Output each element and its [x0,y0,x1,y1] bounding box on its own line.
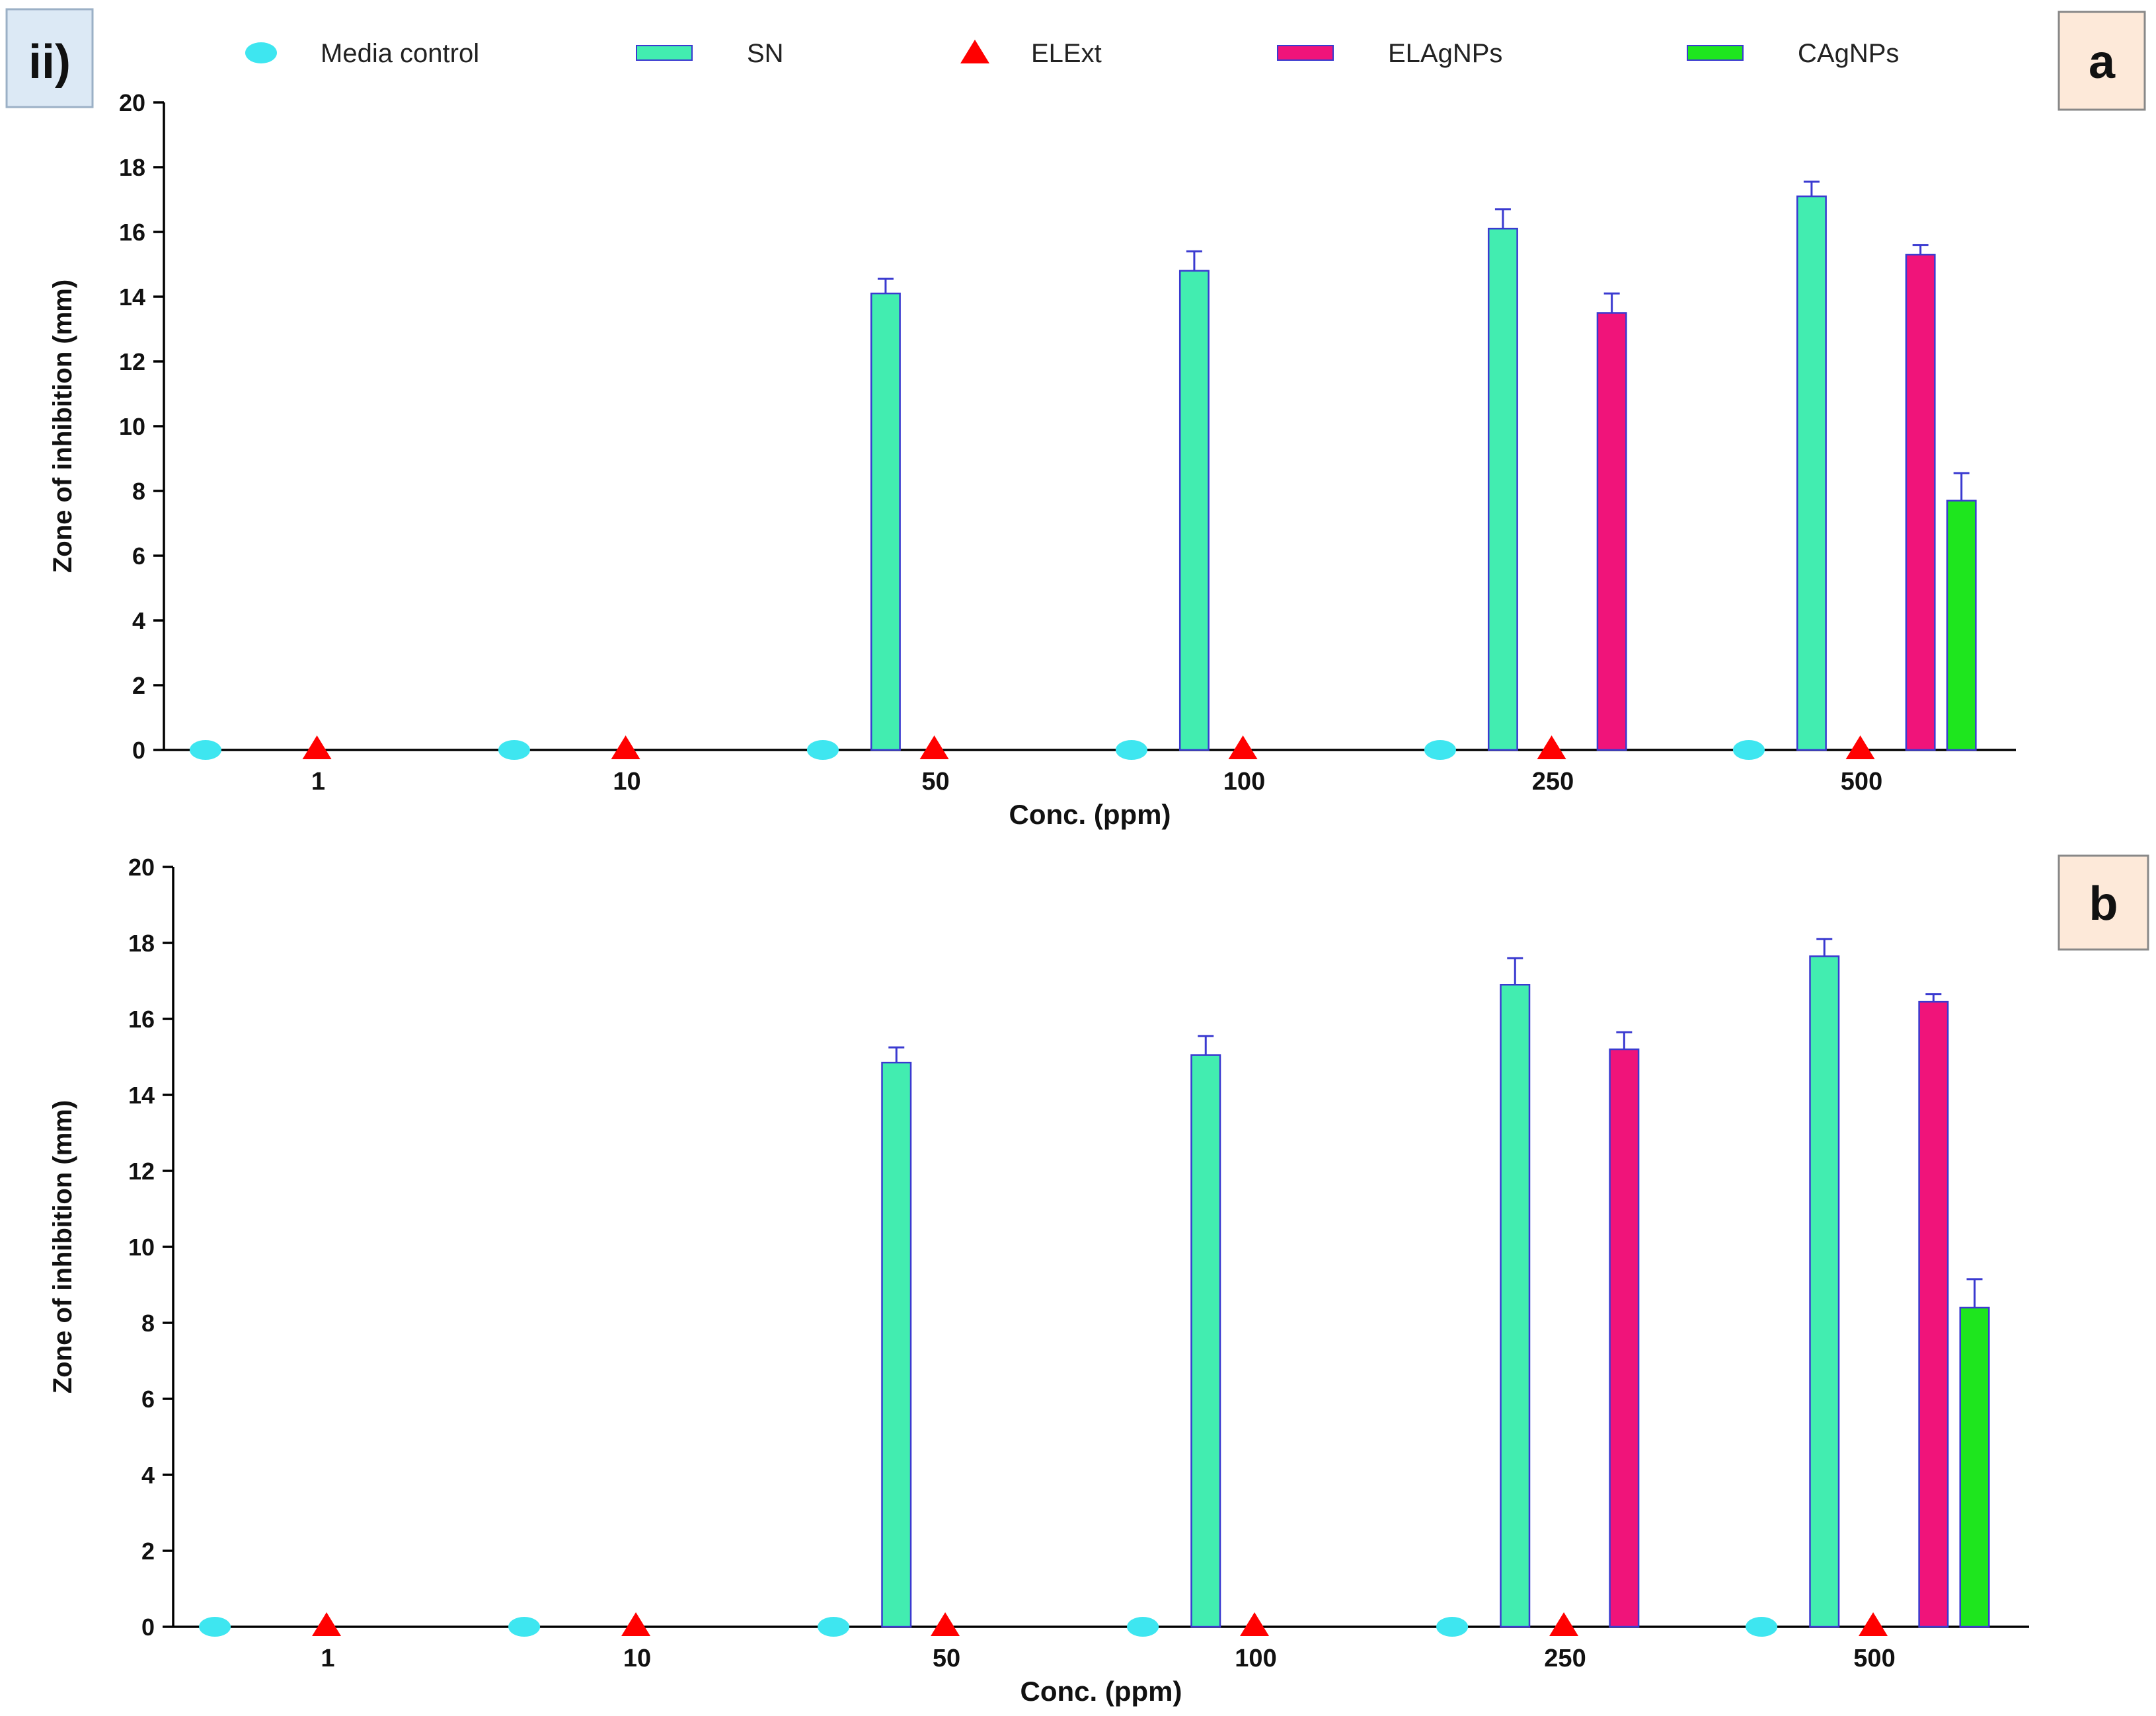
legend-label-CAgNPs: CAgNPs [1798,39,1899,68]
bar-ELAgNPs [1918,1000,1949,1628]
bar-ELAgNPs [1596,312,1627,751]
x-tick-label: 500 [1853,1645,1895,1672]
point-media-control [1436,1617,1469,1637]
bar-SN [1190,1054,1221,1628]
bar-SN [1178,270,1210,751]
x-tick-label: 100 [1223,768,1265,796]
point-media-control [1127,1617,1159,1637]
point-media-control [1732,740,1765,760]
bar-SN [1500,984,1531,1628]
point-elext [1228,735,1258,759]
chart-panel-b: b 0 2 4 6 8 10 12 14 16 18 20 1 10 50 100 250 500 Conc. (p… [48,854,2149,1707]
bar-SN [881,1061,912,1628]
point-media-control [189,740,221,760]
bar-SN [1796,195,1827,751]
y-tick-label: 4 [141,1462,155,1489]
point-elext [621,1612,651,1636]
y-tick-label: 16 [128,1006,155,1033]
point-elext [919,735,949,759]
y-tick-label: 12 [128,1158,155,1185]
chart-panel-a: a 0 2 4 6 8 10 12 14 16 18 20 1 10 50 100 250 500 Conc. (p… [48,11,2146,830]
y-tick-label: 12 [119,348,145,375]
y-tick-label: 20 [128,854,155,881]
legend-label-ELExt: ELExt [1031,39,1102,68]
panel-tag-b: b [2089,877,2118,930]
point-elext [302,735,332,759]
legend-label-SN: SN [747,39,784,68]
y-tick-label: 6 [141,1386,155,1413]
y-tick-label: 14 [128,1082,155,1109]
x-tick-label: 500 [1841,768,1882,796]
x-tick-label: 1 [311,768,325,796]
y-tick-label: 16 [119,219,145,246]
y-tick-label: 10 [119,413,145,440]
x-tick-label: 1 [321,1645,334,1672]
x-tick-label: 100 [1235,1645,1276,1672]
point-media-control [806,740,839,760]
point-elext [611,735,640,759]
point-elext [1549,1612,1579,1636]
figure-label-text: ii) [28,36,71,89]
point-media-control [1115,740,1147,760]
y-tick-label: 20 [119,89,145,116]
x-tick-label: 250 [1532,768,1574,796]
x-tick-label: 250 [1544,1645,1586,1672]
bar-ELAgNPs [1905,254,1936,751]
x-tick-label: 50 [933,1645,960,1672]
y-tick-label: 18 [119,154,145,181]
x-tick-label: 10 [613,768,640,796]
panel-tag-a: a [2089,36,2116,89]
point-media-control [818,1617,850,1637]
legend-label-media_control: Media control [321,39,479,68]
y-tick-label: 8 [141,1310,155,1337]
figure-label: ii) [5,8,94,108]
legend-marker-SN [636,45,693,61]
point-media-control [508,1617,541,1637]
y-tick-label: 8 [132,478,145,505]
x-tick-label: 10 [623,1645,651,1672]
legend: Media control SN ELExt ELAgNPs CAgNPs [245,39,1899,68]
x-axis-title: Conc. (ppm) [1020,1676,1182,1707]
y-axis-title: Zone of inhibition (mm) [48,1100,77,1394]
point-media-control [1746,1617,1778,1637]
y-axis-title: Zone of inhibition (mm) [48,280,77,573]
y-tick-label: 18 [128,930,155,957]
y-tick-label: 2 [141,1538,155,1565]
figure-label-box [5,8,94,108]
point-elext [1859,1612,1888,1636]
bar-SN [1809,955,1840,1628]
x-axis-title: Conc. (ppm) [1009,799,1171,830]
bar-SN [870,292,901,751]
bar-CAgNPs [1959,1306,1990,1628]
legend-marker-ELAgNPs [1277,45,1334,61]
panel-tag-box-a [2058,11,2146,111]
point-elext [1240,1612,1270,1636]
y-tick-label: 10 [128,1234,155,1261]
point-elext [1845,735,1875,759]
point-media-control [1424,740,1456,760]
point-media-control [498,740,530,760]
x-tick-label: 50 [921,768,949,796]
point-elext [931,1612,960,1636]
legend-marker-CAgNPs [1687,45,1744,61]
bar-SN [1487,227,1518,751]
bar-CAgNPs [1946,500,1977,751]
legend-label-ELAgNPs: ELAgNPs [1388,39,1502,68]
y-tick-label: 6 [132,542,145,570]
y-tick-label: 0 [132,737,145,764]
point-elext [312,1612,342,1636]
panel-tag-box-b [2058,854,2149,951]
point-media-control [199,1617,231,1637]
y-tick-label: 4 [132,607,145,634]
y-tick-label: 14 [119,283,145,311]
bar-ELAgNPs [1609,1048,1640,1628]
legend-marker-ELExt [960,40,989,63]
point-elext [1537,735,1566,759]
y-tick-label: 2 [132,672,145,699]
legend-marker-media_control [245,42,277,63]
y-tick-label: 0 [141,1614,155,1641]
